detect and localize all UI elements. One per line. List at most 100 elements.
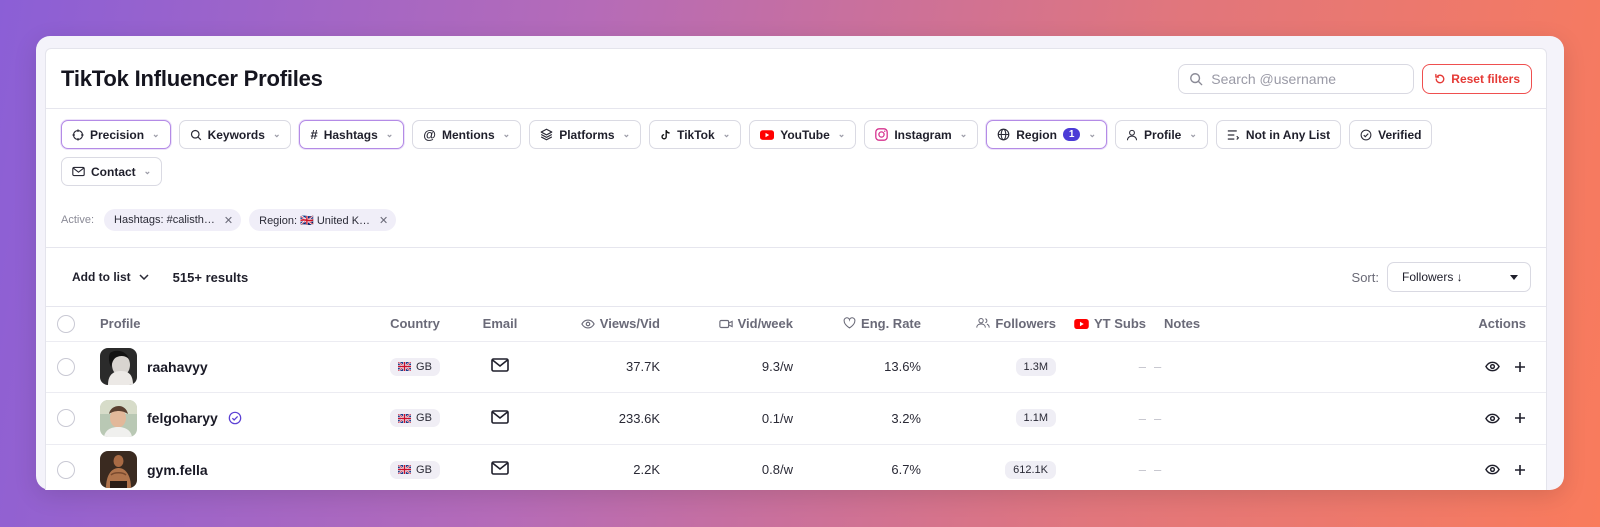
active-filters: Active: Hashtags: #calisth… ✕ Region: 🇬🇧… (46, 186, 1546, 236)
avatar[interactable] (100, 348, 137, 386)
results-toolbar: Add to list 515+ results Sort: Followers… (46, 247, 1546, 307)
add-to-list-button[interactable]: Add to list (72, 270, 149, 284)
avatar[interactable] (100, 451, 137, 489)
vidweek-value: 9.3/w (761, 359, 793, 375)
row-checkbox[interactable] (57, 409, 75, 428)
eye-icon[interactable] (1485, 413, 1500, 424)
mail-icon[interactable] (491, 461, 509, 476)
col-country[interactable]: Country (390, 316, 440, 332)
plus-icon[interactable] (1514, 412, 1526, 424)
row-checkbox[interactable] (57, 460, 75, 479)
filter-profile[interactable]: Profile ⌄ (1115, 120, 1208, 149)
table-row[interactable]: gym.fella GB 2.2K 0.8/w 6.7% 612.1K – – (46, 444, 1546, 490)
filter-label: Platforms (559, 127, 615, 142)
eye-icon[interactable] (1485, 464, 1500, 475)
sort-select[interactable]: Followers ↓ (1387, 262, 1531, 292)
hash-icon: # (310, 127, 318, 142)
reset-filters-button[interactable]: Reset filters (1422, 63, 1532, 94)
app-frame: TikTok Influencer Profiles Reset filters (36, 36, 1564, 490)
col-ytsubs-header[interactable]: YT Subs (1056, 307, 1146, 341)
notes-value[interactable]: – (1154, 359, 1162, 375)
layers-icon (540, 128, 553, 141)
filter-region[interactable]: Region 1 ⌄ (986, 120, 1108, 149)
table-header-row: Profile Country Email Views/Vid Vid/week… (46, 307, 1546, 341)
chevron-down-icon: ⌄ (385, 129, 394, 139)
uk-flag-icon (397, 361, 412, 372)
col-views-header[interactable]: Views/Vid (540, 307, 660, 341)
username[interactable]: raahavyy (147, 358, 208, 375)
followers-value: 1.1M (1015, 409, 1056, 428)
views-value: 2.2K (633, 462, 660, 478)
filter-not-in-any-list[interactable]: Not in Any List (1215, 120, 1342, 149)
table-row[interactable]: felgoharyy GB 233.6K 0.1/w 3.2% 1.1M – – (46, 393, 1546, 444)
filter-label: Hashtags (323, 127, 378, 142)
chevron-down-icon: ⌄ (143, 166, 152, 176)
notes-value[interactable]: – (1154, 410, 1162, 426)
main-panel: TikTok Influencer Profiles Reset filters (45, 48, 1547, 490)
filter-precision[interactable]: Precision ⌄ (61, 120, 171, 149)
row-actions (1306, 412, 1546, 424)
eye-icon[interactable] (1485, 361, 1500, 372)
select-all-checkbox[interactable] (57, 314, 75, 333)
views-value: 37.7K (626, 359, 660, 375)
filter-youtube[interactable]: YouTube ⌄ (749, 120, 857, 149)
chevron-down-icon: ⌄ (152, 129, 160, 139)
mail-icon[interactable] (491, 358, 509, 373)
search-box[interactable] (1178, 63, 1415, 94)
username[interactable]: gym.fella (147, 461, 208, 478)
verified-badge-icon (228, 411, 242, 425)
col-profile[interactable]: Profile (100, 316, 141, 332)
filter-bar: Precision ⌄ Keywords ⌄ # Hashtags ⌄ @ Me… (46, 109, 1546, 186)
row-checkbox[interactable] (57, 357, 75, 376)
at-icon: @ (423, 127, 436, 142)
avatar[interactable] (100, 399, 137, 437)
profiles-table: Profile Country Email Views/Vid Vid/week… (46, 307, 1546, 490)
search-input[interactable] (1211, 70, 1402, 87)
filter-contact[interactable]: Contact ⌄ (61, 157, 163, 186)
filter-instagram[interactable]: Instagram ⌄ (864, 120, 979, 149)
row-actions (1306, 361, 1546, 373)
chevron-down-icon: ⌄ (722, 129, 731, 139)
col-email[interactable]: Email (482, 316, 518, 332)
results-count: 515+ results (172, 269, 249, 285)
select-all-cell (46, 307, 100, 341)
plus-icon[interactable] (1514, 464, 1526, 476)
plus-icon[interactable] (1514, 361, 1526, 373)
filter-hashtags[interactable]: # Hashtags ⌄ (299, 120, 405, 149)
notes-value[interactable]: – (1154, 462, 1162, 478)
search-icon (190, 129, 202, 141)
reset-icon (1434, 73, 1446, 85)
globe-icon (997, 128, 1010, 141)
active-filter-text: Region: 🇬🇧 United K… (259, 214, 371, 227)
col-ytsubs: YT Subs (1093, 316, 1146, 331)
filter-label: Instagram (894, 127, 952, 142)
col-eng: Eng. Rate (861, 315, 921, 331)
country-pill: GB (390, 460, 440, 479)
filter-keywords[interactable]: Keywords ⌄ (178, 120, 292, 149)
close-icon[interactable]: ✕ (223, 214, 234, 227)
instagram-icon (875, 128, 889, 141)
close-icon[interactable]: ✕ (379, 214, 389, 227)
uk-flag-icon (397, 413, 412, 424)
mail-icon[interactable] (491, 409, 509, 424)
filter-label: Precision (90, 127, 145, 142)
col-notes: Notes (1164, 316, 1201, 332)
col-followers-header[interactable]: Followers (921, 307, 1056, 341)
filter-label: Not in Any List (1245, 127, 1331, 142)
filter-platforms[interactable]: Platforms ⌄ (529, 120, 642, 149)
col-vidweek-header[interactable]: Vid/week (660, 307, 793, 341)
filter-verified[interactable]: Verified (1349, 120, 1433, 149)
filter-mentions[interactable]: @ Mentions ⌄ (412, 120, 522, 149)
eng-value: 3.2% (891, 410, 921, 426)
filter-tiktok[interactable]: TikTok ⌄ (649, 120, 742, 149)
uk-flag-icon (397, 464, 412, 475)
header-actions: Reset filters (1178, 63, 1532, 94)
followers-value: 1.3M (1015, 357, 1056, 376)
eng-value: 13.6% (884, 359, 921, 375)
table-row[interactable]: raahavyy GB 37.7K 9.3/w 13.6% 1.3M – – (46, 341, 1546, 393)
eye-icon (580, 318, 595, 329)
toolbar-right: Sort: Followers ↓ (1352, 262, 1531, 292)
col-eng-header[interactable]: Eng. Rate (793, 307, 921, 341)
mail-icon (72, 166, 85, 177)
username[interactable]: felgoharyy (147, 410, 218, 427)
